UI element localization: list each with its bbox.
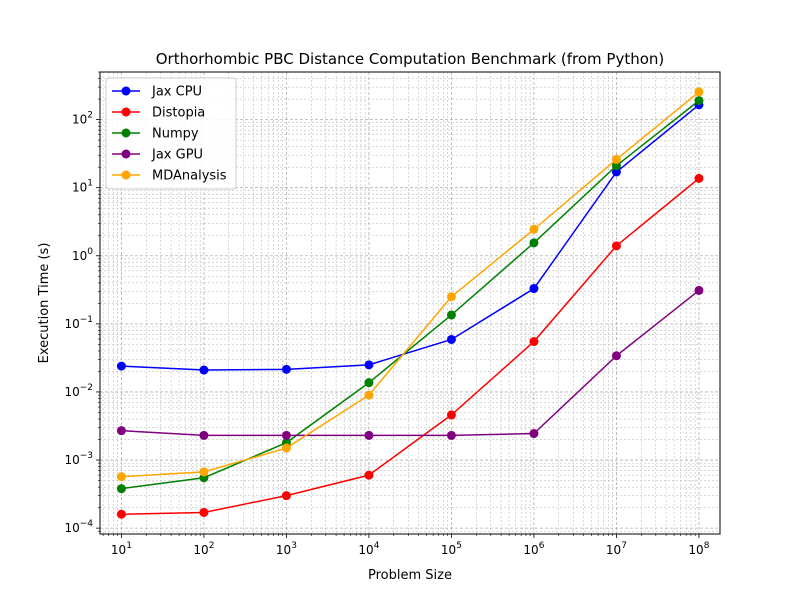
data-point-mdanalysis	[199, 467, 209, 477]
legend-box	[105, 77, 237, 190]
data-point-distopia	[529, 337, 539, 347]
data-point-numpy	[529, 238, 539, 248]
data-point-jax-cpu	[529, 284, 539, 294]
legend-label: Jax CPU	[151, 85, 202, 100]
data-point-jax-gpu	[611, 351, 621, 361]
legend-entry-jax-gpu: Jax GPU	[112, 148, 203, 163]
series-layer	[116, 87, 704, 519]
legend-label: Jax GPU	[151, 148, 203, 163]
data-point-distopia	[199, 507, 209, 517]
grid	[100, 71, 720, 534]
legend-entry-jax-cpu: Jax CPU	[112, 85, 202, 100]
data-point-numpy	[446, 310, 456, 320]
data-point-jax-gpu	[364, 430, 374, 440]
legend-swatch-marker	[121, 107, 131, 117]
data-point-jax-cpu	[446, 334, 456, 344]
data-point-distopia	[611, 241, 621, 251]
x-tick-label: 105	[441, 541, 462, 557]
legend-swatch-marker	[121, 86, 131, 96]
series-mdanalysis	[116, 87, 704, 482]
data-point-mdanalysis	[611, 154, 621, 164]
data-point-jax-cpu	[611, 167, 621, 177]
data-point-mdanalysis	[694, 87, 704, 97]
data-point-numpy	[611, 161, 621, 171]
series-line-jax-gpu	[121, 289, 700, 437]
series-line-distopia	[121, 177, 700, 515]
y-tick-label: 10−4	[64, 519, 93, 535]
data-point-jax-cpu	[364, 360, 374, 370]
y-tick-label: 10−2	[64, 383, 93, 399]
y-tick-label: 101	[72, 179, 93, 195]
data-point-jax-gpu	[281, 430, 291, 440]
series-jax-cpu	[116, 100, 704, 375]
data-point-jax-gpu	[529, 429, 539, 439]
legend-swatch-marker	[121, 170, 131, 180]
data-point-distopia	[446, 410, 456, 420]
data-point-distopia	[364, 470, 374, 480]
data-point-jax-gpu	[446, 430, 456, 440]
plot-frame	[99, 71, 721, 535]
data-point-jax-gpu	[694, 285, 704, 295]
data-point-mdanalysis	[116, 472, 126, 482]
data-point-mdanalysis	[529, 224, 539, 234]
legend-entry-distopia: Distopia	[112, 106, 205, 121]
legend-label: Distopia	[152, 106, 205, 121]
x-tick-label: 102	[193, 541, 214, 557]
series-jax-gpu	[116, 285, 704, 440]
x-tick-label: 103	[276, 541, 297, 557]
series-line-numpy	[121, 100, 700, 490]
series-line-jax-cpu	[121, 104, 700, 371]
data-point-distopia	[281, 491, 291, 501]
data-point-jax-cpu	[199, 365, 209, 375]
x-tick-label: 106	[523, 541, 544, 557]
legend-entry-mdanalysis: MDAnalysis	[112, 169, 227, 184]
legend-entry-numpy: Numpy	[112, 127, 199, 142]
y-tick-label: 102	[72, 111, 93, 127]
series-line-mdanalysis	[121, 91, 700, 478]
data-point-numpy	[364, 378, 374, 388]
x-axis-label: Problem Size	[368, 568, 452, 583]
data-point-jax-gpu	[116, 426, 126, 436]
legend-swatch-marker	[121, 149, 131, 159]
legend-swatch-marker	[121, 128, 131, 138]
legend-label: Numpy	[152, 127, 199, 142]
data-point-mdanalysis	[446, 292, 456, 302]
data-point-distopia	[694, 173, 704, 183]
x-tick-label: 107	[606, 541, 627, 557]
data-point-numpy	[116, 484, 126, 494]
x-tick-label: 104	[358, 541, 379, 557]
data-point-mdanalysis	[364, 390, 374, 400]
data-point-mdanalysis	[281, 443, 291, 453]
data-point-jax-cpu	[281, 364, 291, 374]
y-tick-label: 10−1	[64, 315, 93, 331]
x-tick-label: 108	[688, 541, 709, 557]
x-tick-label: 101	[111, 541, 132, 557]
data-point-distopia	[116, 509, 126, 519]
legend: Jax CPU Distopia Numpy Jax GPU MDAnalysis	[105, 77, 237, 190]
data-point-numpy	[694, 96, 704, 106]
data-point-jax-cpu	[116, 361, 126, 371]
axis-ticks: 101 102 103 104 105 106 107 108 10−4 10−3 10−2 10−1…	[64, 71, 710, 557]
y-tick-label: 10−3	[64, 451, 93, 467]
chart-title: Orthorhombic PBC Distance Computation Be…	[156, 50, 665, 68]
y-axis-label: Execution Time (s)	[37, 243, 52, 364]
data-point-jax-gpu	[199, 430, 209, 440]
legend-label: MDAnalysis	[152, 169, 227, 184]
y-tick-label: 100	[72, 247, 93, 263]
series-distopia	[116, 173, 704, 519]
